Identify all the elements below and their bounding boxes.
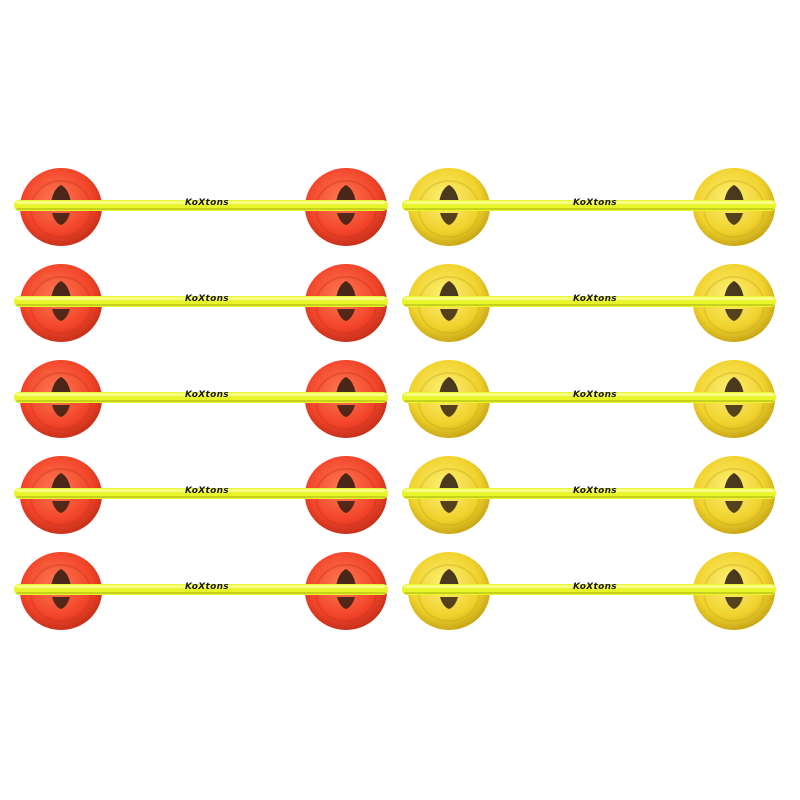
- hurdle-graphic: [14, 552, 388, 630]
- hurdle-graphic: [402, 168, 776, 246]
- hurdle-pole: [402, 296, 776, 307]
- hurdle-set: KoXtons: [12, 162, 392, 252]
- brand-label: KoXtons: [573, 390, 617, 400]
- brand-label: KoXtons: [185, 486, 229, 496]
- brand-label: KoXtons: [185, 582, 229, 592]
- brand-label: KoXtons: [573, 294, 617, 304]
- hurdle-graphic: [402, 360, 776, 438]
- brand-label: KoXtons: [573, 198, 617, 208]
- hurdle-set: KoXtons: [12, 258, 392, 348]
- hurdle-set: KoXtons: [400, 162, 780, 252]
- hurdle-set: KoXtons: [12, 450, 392, 540]
- hurdle-set: KoXtons: [400, 450, 780, 540]
- brand-label: KoXtons: [185, 198, 229, 208]
- hurdle-pole: [14, 392, 388, 403]
- hurdle-pole: [14, 200, 388, 211]
- hurdle-pole: [14, 488, 388, 499]
- hurdle-pole: [402, 392, 776, 403]
- hurdle-pole: [14, 296, 388, 307]
- hurdle-graphic: [402, 552, 776, 630]
- hurdle-graphic: [14, 264, 388, 342]
- hurdle-set: KoXtons: [12, 546, 392, 636]
- hurdle-pole: [402, 488, 776, 499]
- brand-label: KoXtons: [185, 390, 229, 400]
- hurdle-pole: [402, 200, 776, 211]
- hurdle-graphic: [14, 360, 388, 438]
- brand-label: KoXtons: [185, 294, 229, 304]
- hurdle-set: KoXtons: [400, 546, 780, 636]
- hurdle-set: KoXtons: [400, 354, 780, 444]
- brand-label: KoXtons: [573, 486, 617, 496]
- hurdle-graphic: [402, 264, 776, 342]
- hurdle-set: KoXtons: [400, 258, 780, 348]
- hurdle-pole: [14, 584, 388, 595]
- brand-label: KoXtons: [573, 582, 617, 592]
- hurdle-graphic: [402, 456, 776, 534]
- hurdle-pole: [402, 584, 776, 595]
- hurdle-graphic: [14, 168, 388, 246]
- hurdle-graphic: [14, 456, 388, 534]
- hurdle-set: KoXtons: [12, 354, 392, 444]
